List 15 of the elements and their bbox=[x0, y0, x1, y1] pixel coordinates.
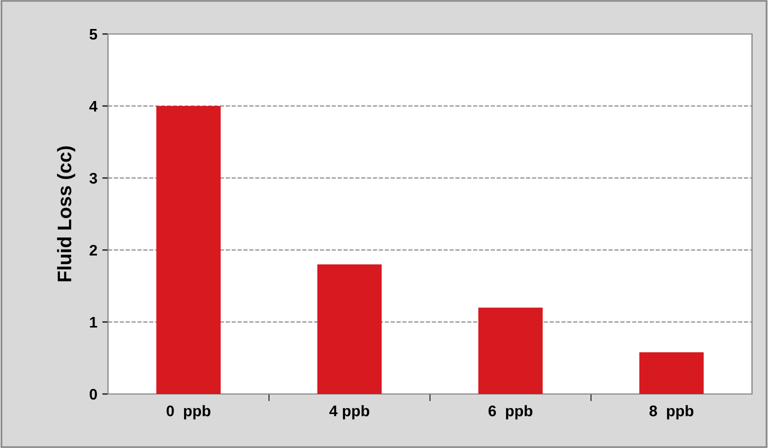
y-tick-label: 4 bbox=[89, 101, 98, 112]
y-tick-label: 5 bbox=[90, 29, 98, 40]
bar bbox=[156, 106, 221, 394]
y-tick-label: 3 bbox=[89, 172, 98, 184]
x-tick-label: 0 ppb bbox=[166, 405, 210, 420]
y-tick-label: 1 bbox=[90, 317, 98, 328]
x-tick-label: 4 ppb bbox=[329, 405, 370, 420]
y-axis-title: Fluid Loss (cc) bbox=[57, 146, 76, 282]
bar bbox=[478, 308, 543, 394]
x-tick-label: 6 ppb bbox=[488, 405, 532, 420]
bar bbox=[639, 352, 704, 394]
y-tick-label: 0 bbox=[90, 388, 97, 400]
bar bbox=[317, 264, 382, 394]
x-tick-label: 8 ppb bbox=[649, 405, 694, 420]
y-tick-label: 2 bbox=[90, 244, 97, 256]
